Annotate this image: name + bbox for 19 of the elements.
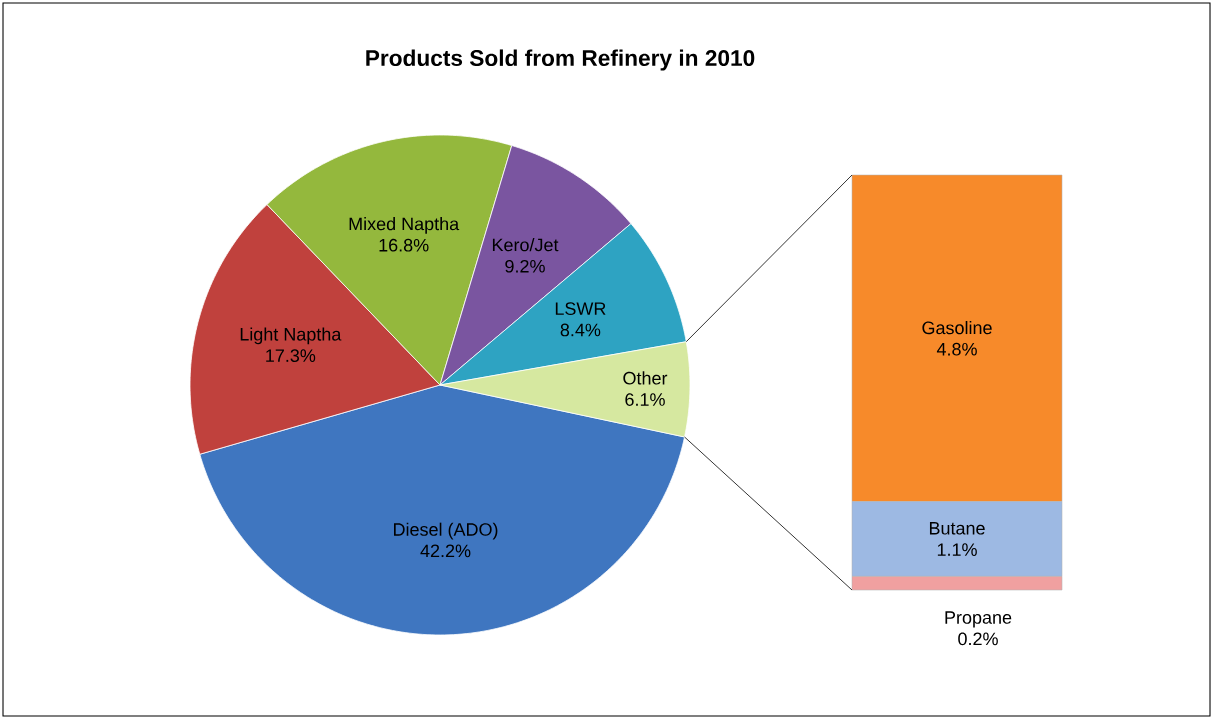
data-label: 8.4% xyxy=(560,323,601,337)
series-label: Gasoline xyxy=(922,321,992,335)
slice-label: LSWR xyxy=(555,302,606,315)
data-label: 9.2% xyxy=(505,259,545,273)
data-label: 16.8% xyxy=(379,238,429,252)
data-label: 4.8% xyxy=(936,342,977,356)
slice-label: Light Naptha xyxy=(240,327,342,345)
data-label: 6.1% xyxy=(625,393,665,406)
data-label: 17.3% xyxy=(266,349,316,362)
data-label: 0.2% xyxy=(958,632,998,646)
slice-label: Mixed Naptha xyxy=(349,217,460,234)
chart-title: Products Sold from Refinery in 2010 xyxy=(366,49,755,71)
slice-label: Kero/Jet xyxy=(492,238,559,252)
series-label: Propane xyxy=(945,611,1012,628)
slice-label: Other xyxy=(623,371,668,385)
slice-label: Diesel (ADO) xyxy=(394,522,498,540)
data-label: 1.1% xyxy=(937,543,977,556)
data-label: 42.2% xyxy=(420,544,471,558)
series-label: Butane xyxy=(929,522,985,535)
